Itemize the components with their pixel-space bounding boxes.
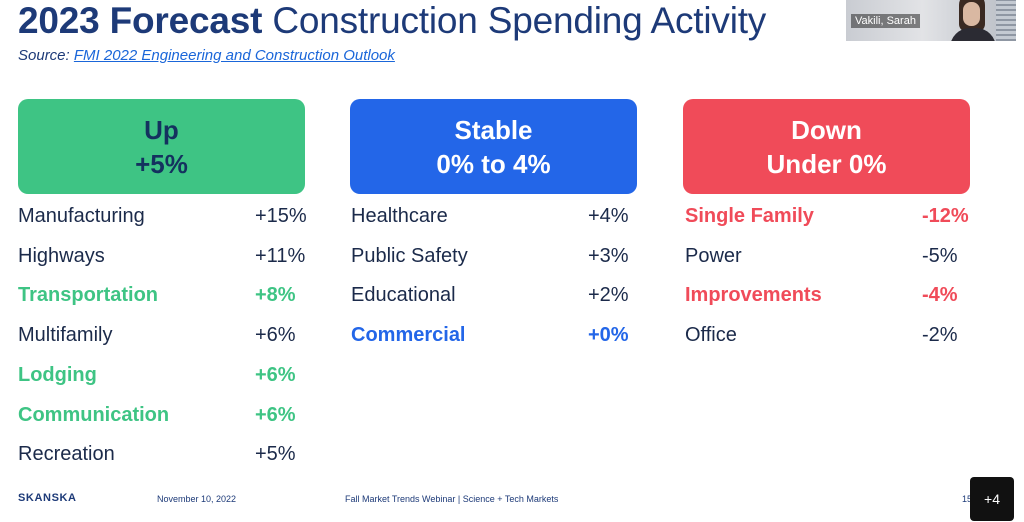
sector-change-value: +2% — [588, 284, 629, 307]
sector-name: Commercial — [351, 324, 466, 347]
sector-change-value: -2% — [922, 324, 958, 347]
up-sector-row: Multifamily +6% — [18, 324, 318, 354]
more-participants-button[interactable]: +4 — [970, 477, 1014, 521]
footer-event: Fall Market Trends Webinar | Science + T… — [345, 494, 559, 504]
source-label: Source: — [18, 47, 70, 64]
sector-change-value: +6% — [255, 363, 296, 386]
sector-name: Power — [685, 244, 742, 267]
down-header-title: Down — [791, 115, 862, 145]
slide-title-bold: 2023 Forecast — [18, 0, 263, 41]
sector-change-value: -5% — [922, 244, 958, 267]
source-link[interactable]: FMI 2022 Engineering and Construction Ou… — [73, 47, 395, 64]
sector-name: Recreation — [18, 443, 115, 466]
stable-sector-row: Educational +2% — [351, 284, 651, 314]
down-sector-row: Single Family -12% — [685, 205, 985, 235]
sector-change-value: +4% — [588, 205, 629, 227]
down-sector-row: Office -2% — [685, 324, 985, 354]
participant-body — [950, 28, 996, 41]
participant-face — [963, 2, 980, 26]
sector-change-value: +3% — [588, 244, 629, 267]
down-header-value: Under 0% — [766, 149, 887, 179]
sector-name: Transportation — [18, 284, 159, 307]
sector-change-value: +6% — [255, 403, 296, 426]
sector-change-value: +6% — [255, 324, 296, 347]
sector-change-value: -4% — [922, 284, 958, 307]
sector-change-value: -12% — [922, 205, 969, 227]
up-sector-row: Manufacturing +15% — [18, 205, 318, 235]
sector-name: Public Safety — [351, 244, 468, 267]
sector-change-value: +15% — [255, 205, 307, 227]
up-sector-row: Transportation +8% — [18, 284, 318, 314]
sector-change-value: +8% — [255, 284, 296, 307]
sector-name: Manufacturing — [18, 205, 145, 227]
stable-sector-row: Healthcare +4% — [351, 205, 651, 235]
sector-name: Lodging — [18, 363, 97, 386]
sector-name: Improvements — [685, 284, 822, 307]
participant-video-tile[interactable]: Vakili, Sarah — [846, 0, 1016, 41]
video-background — [996, 0, 1016, 41]
stable-sector-row: Public Safety +3% — [351, 245, 651, 275]
stable-header-value: 0% to 4% — [436, 149, 551, 179]
sector-change-value: +0% — [588, 324, 629, 347]
sector-name: Highways — [18, 244, 105, 267]
sector-name: Educational — [351, 284, 456, 307]
sector-name: Communication — [18, 403, 170, 426]
participant-name: Vakili, Sarah — [851, 14, 920, 28]
sector-change-value: +5% — [255, 443, 296, 466]
slide-title-rest: Construction Spending Activity — [272, 0, 767, 41]
up-sector-row: Communication +6% — [18, 404, 318, 434]
sector-name: Office — [685, 324, 737, 347]
sector-name: Single Family — [685, 205, 814, 227]
stable-sector-row: Commercial +0% — [351, 324, 651, 354]
stable-header-title: Stable — [454, 115, 533, 145]
sector-change-value: +11% — [255, 244, 306, 267]
slide-number: 15 — [962, 494, 973, 504]
up-sector-row: Highways +11% — [18, 245, 318, 275]
down-sector-row: Improvements -4% — [685, 284, 985, 314]
down-sector-row: Power -5% — [685, 245, 985, 275]
up-header: Up +5% — [18, 99, 305, 194]
footer-date: November 10, 2022 — [157, 494, 237, 504]
down-header: Down Under 0% — [683, 99, 970, 194]
stable-header: Stable 0% to 4% — [350, 99, 637, 194]
source-line: Source: FMI 2022 Engineering and Constru… — [18, 47, 395, 64]
up-sector-row: Recreation +5% — [18, 443, 318, 473]
up-sector-row: Lodging +6% — [18, 364, 318, 394]
sector-name: Healthcare — [351, 205, 448, 227]
up-header-title: Up — [144, 115, 179, 145]
slide-title: 2023 Forecast Construction Spending Acti… — [18, 0, 766, 42]
up-header-value: +5% — [135, 149, 188, 179]
company-logo: SKANSKA — [18, 492, 77, 504]
sector-name: Multifamily — [18, 324, 113, 347]
